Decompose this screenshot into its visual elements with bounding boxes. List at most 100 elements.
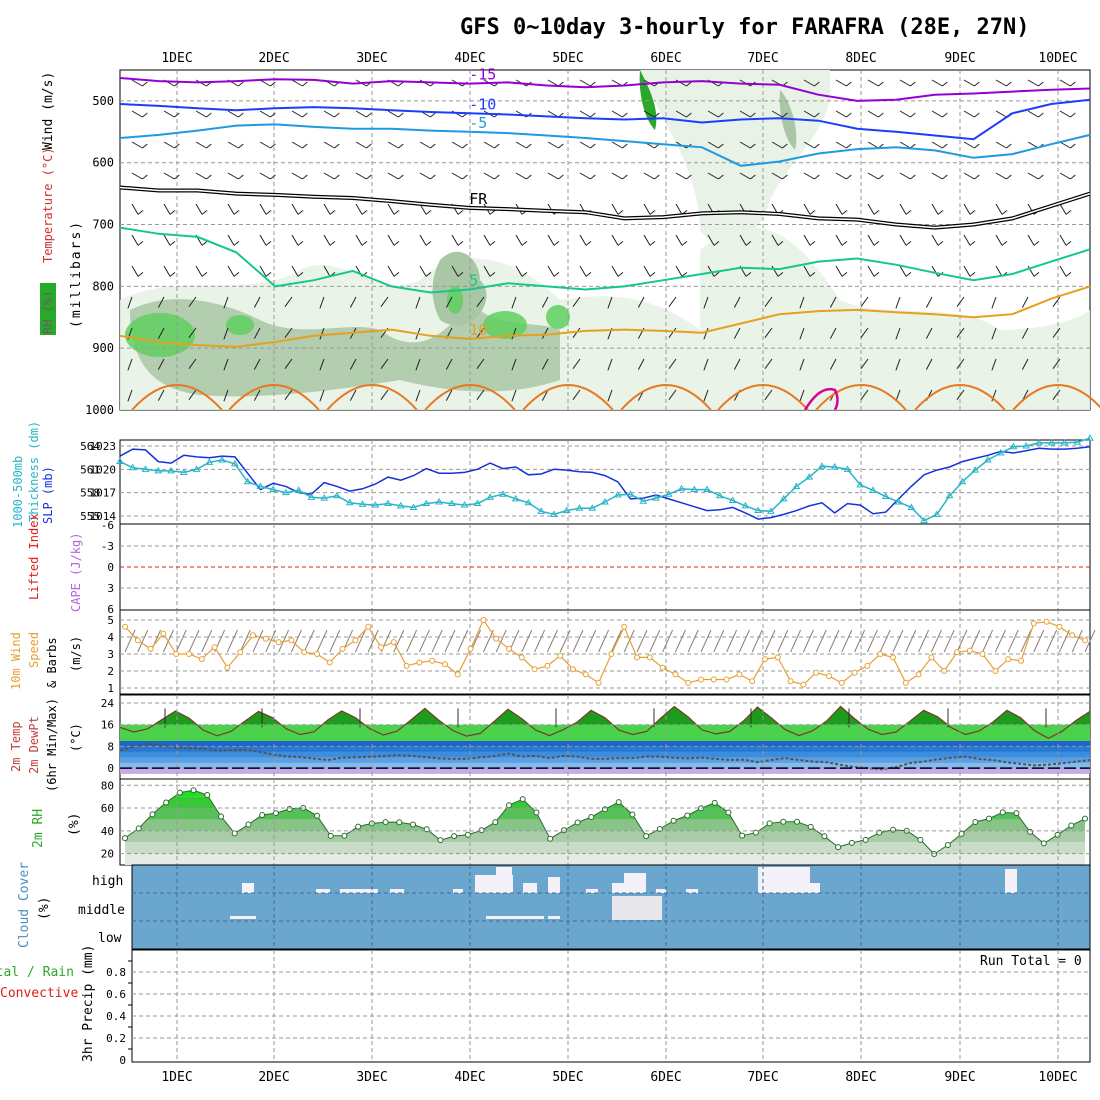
wind-barb — [163, 172, 175, 180]
wind-barb-flag — [334, 143, 340, 149]
wind-barb-flag — [942, 81, 948, 87]
wind-barb — [195, 110, 207, 118]
pressure-tick: 700 — [92, 218, 114, 232]
wind-barb — [445, 389, 453, 401]
wind-barb — [611, 141, 623, 149]
rh-high-region — [483, 311, 527, 339]
thickness-marker — [703, 485, 711, 493]
wind-barb — [515, 265, 523, 277]
cloud-level-high: high — [92, 874, 123, 889]
wind-speed-point — [826, 673, 832, 680]
thickness-tick: 561 — [80, 463, 100, 476]
wind-barb-flag — [393, 272, 400, 277]
wind-speed-point — [122, 623, 128, 630]
wind-barb — [860, 389, 869, 401]
wind-barb — [854, 629, 866, 653]
wind-speed-point — [685, 679, 692, 686]
bottom-date-label: 1DEC — [161, 1070, 192, 1085]
wind-barb-flag — [617, 272, 624, 277]
top-date-label: 7DEC — [747, 51, 778, 66]
contour-line — [119, 123, 1091, 167]
wind-barb — [547, 172, 559, 180]
wind-barb-flag — [617, 210, 624, 215]
wind-barb-flag — [590, 143, 596, 149]
wind-barb — [291, 110, 303, 118]
top-date-label: 2DEC — [258, 51, 289, 66]
wind-barb — [739, 141, 751, 149]
wind-barb-flag — [142, 143, 148, 149]
wind-barb — [201, 629, 213, 653]
wind-barb — [931, 141, 943, 149]
wind-barb-flag — [873, 241, 880, 246]
rh-tick: 20 — [101, 848, 114, 861]
wind-speed-point — [890, 654, 896, 661]
wind-barb-flag — [750, 143, 756, 149]
wind-speed-line — [124, 618, 1086, 686]
wind-barb — [1027, 172, 1039, 180]
wind-barb-flag — [873, 210, 880, 215]
rh-point — [739, 832, 746, 839]
wind-barb — [451, 172, 463, 180]
wind-barb — [925, 296, 933, 308]
wind-barb — [607, 296, 613, 309]
thickness-marker — [830, 463, 839, 470]
wind-barb — [131, 110, 143, 118]
wind-barb — [668, 327, 677, 339]
wind-barb-flag — [910, 81, 916, 87]
wind-barb-flag — [745, 272, 752, 277]
wind-barb — [579, 141, 591, 149]
contour-line — [119, 226, 1091, 294]
wind-barb — [291, 265, 299, 277]
wind-barb — [899, 172, 911, 180]
wind-barb — [483, 141, 495, 149]
wind-barb — [867, 172, 879, 180]
top-date-label: 3DEC — [356, 51, 387, 66]
wind-barb — [195, 172, 207, 180]
wind-speed-point — [570, 666, 576, 673]
wind-barb-flag — [974, 81, 980, 87]
wind-barb — [931, 172, 943, 180]
wind-barb — [223, 296, 229, 309]
rh-point — [218, 813, 224, 820]
wind-speed-point — [506, 645, 512, 652]
bottom-date-label: 9DEC — [944, 1070, 975, 1085]
wind-barb — [511, 327, 517, 340]
rh-point — [629, 811, 636, 818]
rh-point — [396, 819, 403, 826]
wind-barb — [291, 234, 299, 246]
wind-10m-axis-label: 10m Wind — [9, 632, 23, 690]
wind-barb — [675, 110, 687, 118]
wind-barb-flag — [425, 210, 432, 215]
high-cloud-block — [242, 883, 254, 893]
wind-barb — [319, 296, 325, 309]
high-cloud-block — [390, 889, 404, 893]
wind-barb-flag — [302, 112, 308, 118]
cape-axis-label: CAPE (J/kg) — [69, 533, 83, 612]
thickness-axis-label: 1000-500mb — [11, 456, 25, 528]
thickness-marker — [179, 468, 188, 475]
wind-barb — [771, 265, 779, 277]
wind-tick-labels: 1 2 3 4 5 — [107, 614, 114, 695]
thickness-marker — [652, 494, 660, 501]
wind-barb — [738, 629, 750, 653]
slp-tick: 1020 — [90, 463, 117, 476]
wind-barb-flag — [457, 272, 464, 277]
precip-tick: 0.6 — [106, 988, 126, 1001]
wind-barb — [290, 629, 302, 653]
wind-barb — [867, 234, 875, 246]
wind-speed-point — [416, 659, 423, 666]
wind-barb — [227, 172, 239, 180]
wind-barb — [259, 110, 271, 118]
wind-barb — [1059, 141, 1071, 149]
wind-barb — [227, 265, 235, 277]
wind-barb — [188, 629, 200, 653]
temperature-area — [119, 705, 1091, 774]
bottom-date-label: 10DEC — [1038, 1070, 1077, 1085]
wind-barb — [899, 110, 911, 118]
wind-barb — [841, 629, 853, 653]
wind-barb — [764, 327, 773, 339]
high-cloud-block — [523, 883, 537, 893]
wind-barb-flag — [1006, 143, 1012, 149]
lifted-index-axis-label: Lifted Index — [27, 513, 41, 600]
wind-barb — [1059, 110, 1071, 118]
